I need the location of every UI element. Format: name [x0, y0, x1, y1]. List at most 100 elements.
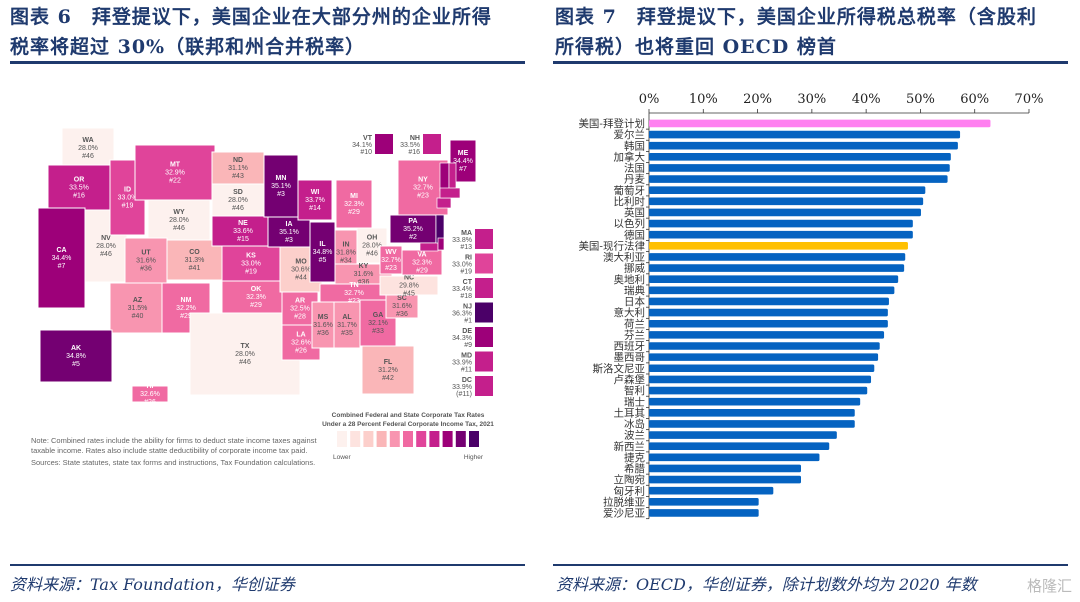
callout-swatch	[475, 351, 493, 372]
state-nh	[448, 162, 457, 192]
bar	[649, 509, 759, 517]
state-label: 28.0%	[362, 243, 382, 250]
state-ct	[436, 197, 452, 209]
callout-label: 34.3%	[452, 335, 472, 342]
category-label: 匈牙利	[614, 484, 646, 497]
callout-label: 34.1%	[352, 142, 372, 149]
state-label: IL	[319, 241, 326, 248]
legend-swatch	[389, 431, 400, 447]
state-label: #46	[232, 205, 244, 212]
state-label: 31.2%	[378, 367, 398, 374]
state-label: #2	[409, 234, 417, 241]
state-label: 32.6%	[140, 391, 160, 398]
map-note: Note: Combined rates include the ability…	[31, 436, 317, 468]
x-tick-label: 40%	[852, 92, 881, 107]
state-label: 28.0%	[228, 197, 248, 204]
legend-swatch	[442, 431, 453, 447]
bar	[649, 275, 899, 284]
state-label: #46	[366, 251, 378, 258]
state-label: 34.8%	[66, 353, 86, 360]
legend-swatch	[363, 431, 374, 447]
callout-label: CT	[463, 279, 473, 286]
callout-swatch	[475, 327, 493, 347]
x-tick-label: 50%	[906, 92, 935, 107]
category-label: 德国	[624, 228, 645, 241]
state-label: 31.7%	[337, 322, 357, 329]
bar	[649, 464, 801, 473]
state-label: #40	[132, 313, 144, 320]
state-label: 33.0%	[241, 261, 261, 268]
state-label: #19	[122, 203, 134, 210]
callout-swatch	[475, 253, 493, 274]
state-label: 32.3%	[412, 260, 432, 267]
state-label: #45	[403, 291, 415, 298]
state-label: #29	[348, 209, 360, 216]
state-label: #15	[237, 236, 249, 243]
state-label: 28.0%	[78, 145, 98, 152]
bar	[649, 297, 889, 306]
callout-label: #9	[464, 342, 472, 349]
x-tick-label: 20%	[743, 92, 772, 107]
state-label: 31.6%	[354, 271, 374, 278]
state-label: 35.1%	[271, 183, 291, 190]
bar	[649, 242, 908, 250]
category-label: 荷兰	[624, 317, 645, 330]
state-label: CO	[189, 249, 200, 256]
state-label: #7	[459, 166, 467, 173]
bar	[649, 319, 888, 328]
state-label: #46	[82, 153, 94, 160]
category-label: 比利时	[614, 195, 646, 208]
state-shape	[109, 282, 166, 334]
bar	[649, 431, 837, 439]
state-label: #22	[169, 178, 181, 185]
bar	[649, 286, 895, 295]
bar	[649, 442, 830, 450]
bar	[649, 164, 950, 172]
figure-6-title-line2: 税率将超过 30%（联邦和州合并税率）	[10, 36, 366, 58]
state-label: 33.0%	[118, 195, 138, 202]
bar	[649, 141, 958, 150]
state-md	[419, 242, 439, 252]
state-label: #5	[72, 361, 80, 368]
state-label: #29	[180, 313, 192, 320]
state-label: VA	[417, 252, 426, 259]
state-label: OK	[251, 286, 262, 293]
callout-label: #18	[460, 293, 472, 300]
callout-label: #13	[460, 244, 472, 251]
watermark-logo: 格隆汇	[1026, 578, 1072, 595]
legend-title: Combined Federal and State Corporate Tax…	[332, 412, 485, 419]
state-label: NC	[404, 275, 414, 282]
legend-swatch	[469, 431, 479, 447]
callout-label: 33.0%	[452, 262, 472, 269]
state-label: #26	[144, 399, 156, 406]
callout-label: 33.9%	[452, 384, 472, 391]
state-label: OR	[74, 177, 85, 184]
note-line: taxable income. Rates also include statt…	[31, 446, 308, 455]
callout-label: DC	[462, 377, 472, 384]
state-label: #16	[73, 193, 85, 200]
legend-swatch	[403, 431, 413, 447]
state-label: 33.6%	[233, 228, 253, 235]
figure-6-title: 图表 6 拜登提议下，美国企业在大部分州的企业所得 税率将超过 30%（联邦和州…	[10, 2, 530, 62]
bar	[649, 353, 879, 361]
callout-label: #11	[461, 367, 472, 374]
state-label: UT	[141, 250, 151, 257]
state-label: NE	[238, 220, 248, 227]
callout-label: DE	[462, 328, 472, 335]
category-label: 芬兰	[624, 328, 645, 341]
state-label: SD	[233, 189, 243, 196]
